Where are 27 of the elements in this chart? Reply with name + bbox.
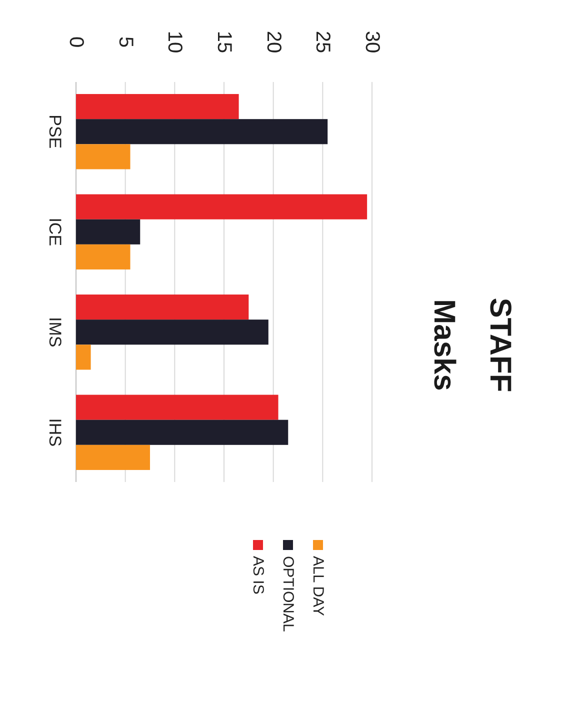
x-tick-label: 0	[65, 36, 87, 48]
y-tick-label: ICE	[46, 218, 64, 246]
bar	[76, 420, 288, 445]
x-tick-label: 25	[312, 30, 334, 54]
bar	[76, 244, 130, 270]
bar	[76, 294, 249, 320]
x-tick-label: 20	[262, 30, 284, 54]
x-tick-label: 30	[361, 30, 383, 54]
x-tick-label: 15	[213, 30, 235, 54]
bar	[76, 320, 268, 345]
legend-label: AS IS	[250, 556, 266, 594]
legend-label: ALL DAY	[310, 556, 326, 616]
bar	[76, 444, 150, 470]
bar	[76, 219, 140, 244]
bar	[76, 344, 91, 370]
legend-label: OPTIONAL	[280, 556, 296, 632]
x-tick-label: 5	[114, 36, 136, 48]
y-tick-label: IMS	[46, 317, 64, 348]
y-tick-label: IHS	[46, 418, 64, 447]
x-tick-label: 10	[164, 30, 186, 54]
bar	[76, 94, 239, 120]
bar	[76, 394, 278, 420]
text: STAFF Masks	[428, 298, 516, 392]
bar	[76, 119, 328, 144]
y-tick-label: PSE	[46, 114, 64, 149]
bar	[76, 194, 368, 220]
bar	[76, 144, 130, 170]
